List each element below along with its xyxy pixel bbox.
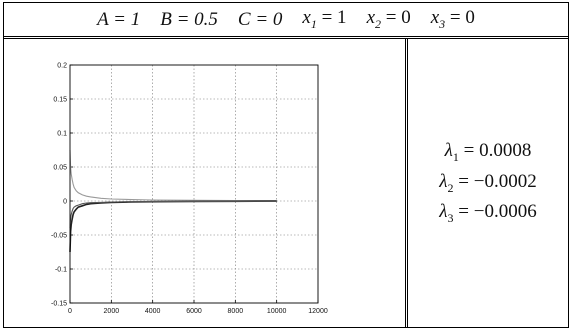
eigenvalue-3: λ3 = −0.0006 — [439, 201, 536, 226]
x-tick-label: 8000 — [228, 308, 244, 315]
eigenvalue-1-sub: 1 — [452, 149, 459, 164]
eigenvalue-1: λ1 = 0.0008 — [445, 140, 532, 165]
eigenvalue-2: λ2 = −0.0002 — [439, 171, 536, 196]
param-b: B = 0.5 — [160, 8, 218, 30]
eigenvalue-1-value: = 0.0008 — [458, 139, 532, 161]
x-tick-label: 0 — [68, 308, 72, 315]
x-tick-label: 10000 — [267, 308, 287, 315]
param-x2: x2 = 0 — [366, 7, 411, 31]
parameter-row: A = 1 B = 0.5 C = 0 x1 = 1 x2 = 0 x3 = 0 — [4, 3, 568, 39]
param-x2-value: = 0 — [381, 7, 411, 29]
x-tick-label: 2000 — [104, 308, 120, 315]
param-x1-value: = 1 — [316, 7, 347, 29]
param-x2-symbol: x — [366, 7, 375, 29]
plot-frame — [69, 64, 319, 304]
figure-table: A = 1 B = 0.5 C = 0 x1 = 1 x2 = 0 x3 = 0… — [3, 2, 569, 328]
eigenvalue-1-symbol: λ — [444, 139, 453, 161]
line-chart: 0 2000 4000 6000 8000 10000 12000 -0.15 -0.1 -0.0… — [51, 63, 328, 316]
param-c: C = 0 — [237, 8, 283, 30]
x-tick-label: 4000 — [145, 308, 161, 315]
eigenvalue-2-symbol: λ — [439, 170, 448, 192]
y-tick-label: 0.15 — [53, 97, 67, 104]
series-1-line — [69, 149, 277, 202]
param-x3-value: = 0 — [445, 7, 475, 29]
chart-cell: 0 2000 4000 6000 8000 10000 12000 -0.15 -0.1 -0.0… — [4, 39, 408, 327]
y-tick-label: 0.1 — [57, 131, 67, 138]
param-a: A = 1 — [97, 8, 141, 30]
series-3-line — [69, 200, 277, 229]
eigenvalue-3-value: = −0.0006 — [453, 201, 537, 223]
param-x1-symbol: x — [302, 7, 311, 29]
eigenvalue-cell: λ1 = 0.0008 λ2 = −0.0002 λ3 = −0.0006 — [408, 39, 568, 327]
eigenvalue-2-sub: 2 — [447, 180, 454, 195]
eigenvalue-3-sub: 3 — [447, 211, 454, 226]
y-tick-label: -0.05 — [51, 233, 67, 240]
x-tick-label: 12000 — [308, 308, 328, 315]
y-tick-label: 0.2 — [57, 63, 67, 70]
y-tick-label: 0 — [63, 199, 67, 206]
eigenvalue-3-symbol: λ — [439, 201, 448, 223]
param-x3: x3 = 0 — [430, 7, 475, 31]
eigenvalue-2-value: = −0.0002 — [453, 170, 537, 192]
x-tick-label: 6000 — [186, 308, 202, 315]
y-tick-label: -0.1 — [55, 267, 67, 274]
y-tick-label: -0.15 — [51, 301, 67, 308]
y-tick-label: 0.05 — [53, 165, 67, 172]
param-x3-symbol: x — [430, 7, 440, 29]
param-x1: x1 = 1 — [302, 7, 347, 31]
